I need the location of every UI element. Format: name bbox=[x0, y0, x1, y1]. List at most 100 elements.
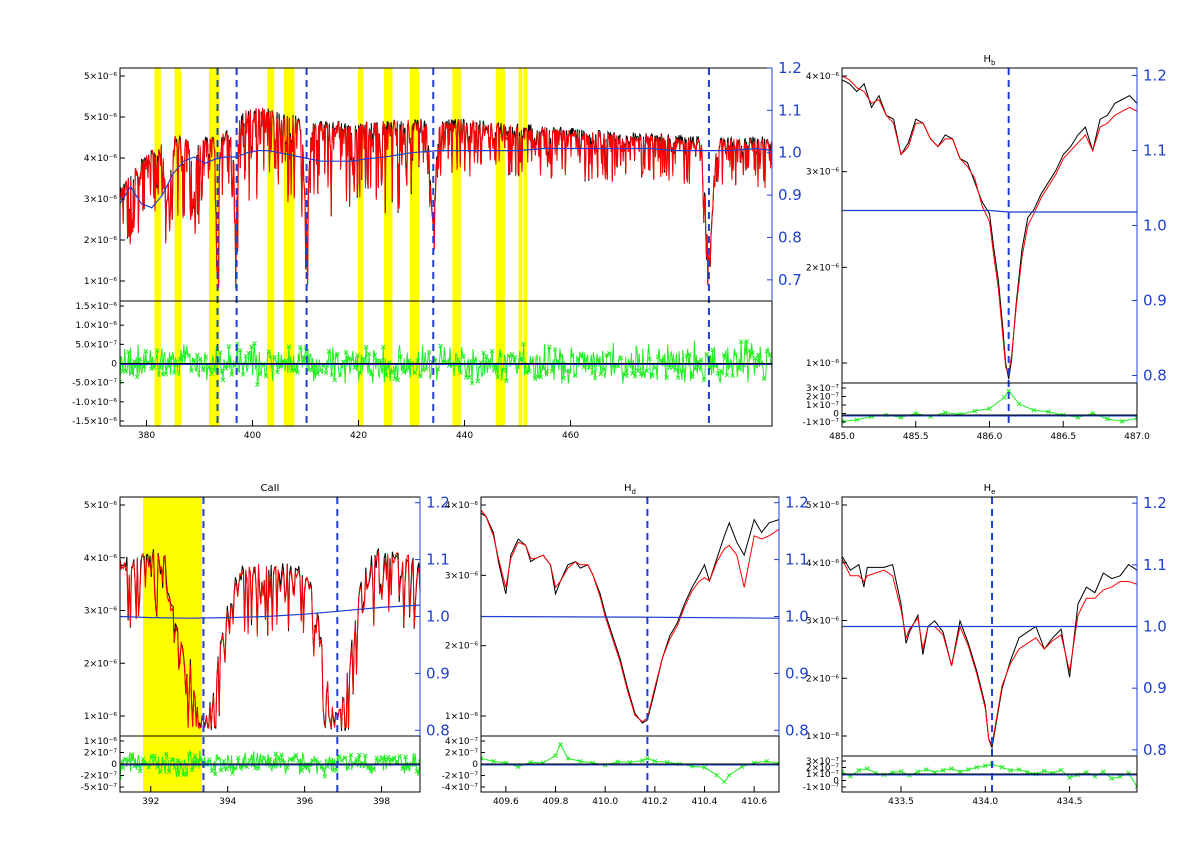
residual-marker bbox=[318, 368, 323, 374]
residual-tick-label: 1.0×10⁻⁶ bbox=[75, 321, 117, 331]
x-tick-label: 486.5 bbox=[1050, 432, 1076, 442]
right-tick-label: 1.2 bbox=[1143, 67, 1167, 85]
residual-marker bbox=[293, 752, 299, 758]
residual-marker bbox=[987, 406, 992, 411]
residual-marker bbox=[322, 774, 328, 779]
residual-marker bbox=[652, 365, 658, 371]
residual-marker bbox=[647, 356, 652, 362]
residual-marker bbox=[326, 349, 332, 354]
residual-marker bbox=[272, 354, 277, 360]
residual-marker bbox=[842, 419, 845, 424]
residual-marker bbox=[604, 352, 609, 358]
residual-tick-label: 0 bbox=[472, 760, 478, 770]
residual-marker bbox=[371, 767, 377, 772]
residual-marker bbox=[469, 380, 475, 386]
residual-marker bbox=[1008, 768, 1013, 773]
residual-marker bbox=[692, 366, 698, 372]
residual-marker bbox=[221, 758, 227, 764]
residual-marker bbox=[1006, 388, 1012, 394]
residual-marker bbox=[561, 375, 567, 381]
residual-marker bbox=[335, 351, 340, 357]
residual-marker bbox=[744, 339, 750, 344]
residual-marker bbox=[842, 769, 845, 775]
residual-tick-label: -2×10⁻⁷ bbox=[442, 772, 479, 782]
residual-marker bbox=[169, 756, 175, 762]
residual-marker bbox=[328, 759, 333, 764]
residual-marker bbox=[724, 372, 730, 378]
residual-markers bbox=[842, 761, 1137, 789]
residual-marker bbox=[137, 356, 143, 362]
residual-marker bbox=[1016, 401, 1022, 407]
residual-marker bbox=[524, 370, 529, 376]
residual-marker bbox=[553, 753, 558, 758]
residual-marker bbox=[189, 368, 194, 374]
residual-marker bbox=[220, 377, 226, 383]
residual-marker bbox=[726, 772, 732, 778]
plot-area bbox=[481, 497, 779, 792]
residual-marker bbox=[761, 376, 767, 381]
x-tick-label: 409.6 bbox=[493, 797, 519, 807]
residual-marker bbox=[332, 377, 338, 383]
panel-title: Hb bbox=[984, 54, 997, 67]
residual-marker bbox=[143, 348, 149, 354]
residual-marker bbox=[664, 375, 670, 380]
highlight-band bbox=[383, 68, 393, 426]
right-tick-label: 1.2 bbox=[426, 494, 450, 512]
residual-tick-label: 0 bbox=[833, 777, 839, 787]
residual-marker bbox=[1001, 395, 1007, 400]
residual-marker bbox=[357, 752, 362, 758]
residual-marker bbox=[515, 364, 521, 370]
panel-hdelta: 409.6 409.8 410.0 410.2 410.4 410.6 4×10⁻⁶ 3×10… bbox=[442, 483, 809, 807]
residual-marker bbox=[329, 372, 335, 378]
residual-marker bbox=[352, 365, 358, 371]
residual-marker bbox=[577, 758, 583, 764]
residual-tick-label: 0 bbox=[111, 360, 117, 370]
highlight-band bbox=[283, 68, 295, 426]
residual-marker bbox=[684, 353, 690, 359]
right-tick-label: 0.9 bbox=[426, 664, 450, 682]
highlight-band bbox=[409, 68, 419, 426]
x-tick-label: 410.2 bbox=[642, 797, 668, 807]
right-tick-label: 0.9 bbox=[778, 186, 802, 204]
model-spectrum-line bbox=[842, 75, 1137, 376]
right-tick-label: 0.8 bbox=[426, 721, 450, 739]
residual-tick-label: 1×10⁻⁷ bbox=[806, 770, 839, 780]
residual-marker bbox=[169, 355, 174, 361]
residual-line bbox=[120, 340, 772, 385]
y-tick-label: 1×10⁻⁶ bbox=[806, 359, 839, 369]
residual-tick-label: 3×10⁻⁷ bbox=[806, 757, 839, 767]
residual-marker bbox=[489, 348, 495, 354]
residual-marker bbox=[400, 766, 406, 771]
residual-marker bbox=[186, 751, 192, 757]
residual-marker bbox=[681, 367, 687, 373]
residual-marker bbox=[421, 367, 426, 373]
residual-marker bbox=[704, 351, 710, 357]
residual-marker bbox=[595, 357, 601, 363]
x-tick-label: 380 bbox=[138, 431, 155, 441]
residual-marker bbox=[601, 366, 607, 372]
residual-marker bbox=[343, 349, 349, 355]
residual-marker bbox=[645, 756, 650, 761]
residual-marker bbox=[172, 764, 178, 770]
residual-marker bbox=[398, 354, 403, 360]
residual-marker bbox=[131, 359, 137, 364]
residual-marker bbox=[549, 368, 555, 374]
residual-marker bbox=[283, 358, 289, 363]
residual-marker bbox=[235, 755, 241, 761]
residual-marker bbox=[338, 372, 343, 378]
residual-marker bbox=[552, 347, 558, 352]
residual-marker bbox=[923, 767, 929, 772]
residual-marker bbox=[183, 772, 189, 777]
x-tick-label: 410.0 bbox=[592, 797, 618, 807]
x-tick-label: 420 bbox=[350, 431, 367, 441]
residual-marker bbox=[354, 756, 359, 762]
residual-marker bbox=[675, 375, 681, 380]
residual-marker bbox=[702, 765, 707, 770]
residual-tick-label: 1.5×10⁻⁶ bbox=[75, 302, 117, 312]
y-tick-label: 1×10⁻⁶ bbox=[445, 712, 478, 722]
residual-marker bbox=[192, 753, 198, 759]
residual-marker bbox=[615, 759, 620, 765]
residual-marker bbox=[217, 350, 223, 355]
residual-marker bbox=[342, 755, 348, 761]
right-tick-label: 1.0 bbox=[778, 144, 802, 162]
